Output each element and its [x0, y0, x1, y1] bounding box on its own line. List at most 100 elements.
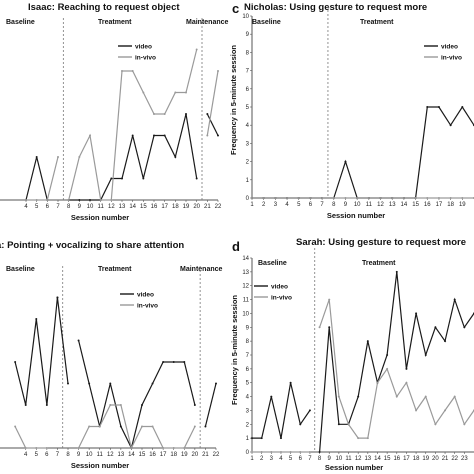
data-point-video [204, 425, 207, 428]
series-line-video [252, 382, 311, 439]
y-tick-label: 6 [246, 367, 250, 373]
data-point-in-vivo [217, 70, 219, 72]
data-point-video [174, 156, 177, 158]
data-point-video [215, 382, 217, 385]
data-point-in-vivo [99, 199, 102, 201]
y-tick-label: 9 [246, 325, 250, 331]
data-point-video [437, 106, 440, 108]
legend: video in-vivo [424, 44, 462, 62]
data-point-in-vivo [286, 197, 289, 199]
series-line-in-vivo [206, 70, 219, 136]
data-point-video [151, 382, 154, 385]
data-point-in-vivo [415, 409, 418, 412]
data-point-in-vivo [357, 437, 360, 440]
x-tick-label: 21 [204, 204, 211, 210]
data-point-video [308, 409, 311, 412]
x-tick-label: 16 [393, 456, 400, 462]
data-point-video [463, 326, 466, 329]
data-point-in-vivo [395, 395, 398, 398]
x-tick-label: 7 [56, 204, 60, 210]
x-tick-label: 20 [193, 204, 200, 210]
legend-label-video: video [441, 44, 458, 51]
legend-label-video: video [137, 292, 154, 299]
data-point-in-vivo [386, 367, 389, 370]
x-tick-label: 4 [24, 204, 28, 210]
y-tick-label: 12 [242, 284, 249, 290]
phase-label-baseline: Baseline [6, 19, 35, 26]
data-point-video [444, 340, 447, 343]
data-point-video [434, 326, 437, 329]
data-point-video [56, 296, 59, 299]
x-tick-label: 1 [250, 202, 254, 208]
x-tick-label: 5 [35, 452, 39, 458]
x-tick-label: 10 [86, 452, 93, 458]
data-point-video [415, 312, 418, 315]
x-tick-label: 22 [215, 204, 222, 210]
data-point-video [405, 367, 408, 370]
legend: video in-vivo [254, 284, 292, 302]
x-tick-label: 15 [412, 202, 419, 208]
data-point-in-vivo [174, 91, 177, 94]
data-point-in-vivo [379, 197, 382, 199]
data-point-in-vivo [89, 134, 91, 137]
data-point-in-vivo [437, 197, 440, 199]
data-point-in-vivo [142, 91, 145, 94]
data-point-in-vivo [344, 197, 347, 199]
x-tick-label: 19 [422, 456, 429, 462]
y-tick-label: 11 [243, 298, 250, 304]
data-point-in-vivo [193, 425, 196, 428]
data-point-video [185, 113, 187, 115]
y-tick-label: 0 [246, 196, 250, 202]
panel-title: Sarah: Using gesture to request more [296, 237, 466, 248]
data-point-in-vivo [309, 197, 312, 199]
data-point-in-vivo [274, 197, 277, 199]
data-point-video [424, 354, 427, 356]
data-point-in-vivo [14, 425, 17, 428]
data-point-in-vivo [332, 197, 335, 199]
data-point-video [142, 177, 145, 180]
data-point-video [206, 113, 209, 115]
data-point-in-vivo [356, 197, 359, 199]
x-tick-label: 6 [299, 456, 303, 462]
phase-label-treatment: Treatment [98, 266, 132, 273]
x-tick-label: 11 [366, 202, 373, 208]
data-point-in-vivo [299, 451, 302, 453]
data-point-in-vivo [163, 113, 166, 115]
panel-title: a: Pointing + vocalizing to share attent… [0, 240, 184, 251]
data-point-in-vivo [78, 156, 81, 158]
x-tick-label: 17 [403, 456, 410, 462]
x-tick-label: 16 [149, 452, 156, 458]
legend-label-in-vivo: in-vivo [135, 55, 156, 62]
data-point-in-vivo [131, 70, 134, 72]
data-point-in-vivo [25, 199, 27, 201]
data-point-in-vivo [57, 156, 59, 158]
series-line-video [25, 156, 48, 201]
data-point-video [386, 354, 389, 356]
phase-label-baseline: Baseline [258, 260, 287, 267]
legend-label-in-vivo: in-vivo [441, 55, 462, 62]
data-point-in-vivo [45, 447, 48, 449]
panel-letter: c [232, 1, 239, 16]
legend: video in-vivo [118, 44, 156, 62]
data-point-video [78, 199, 81, 201]
x-tick-label: 8 [318, 456, 322, 462]
y-tick-label: 0 [246, 450, 250, 456]
data-point-in-vivo [185, 91, 187, 94]
data-point-in-vivo [391, 197, 394, 199]
data-point-in-vivo [110, 199, 113, 201]
data-point-in-vivo [402, 197, 405, 199]
x-tick-label: 15 [384, 456, 391, 462]
y-tick-label: 2 [246, 422, 250, 428]
x-tick-label: 17 [161, 204, 168, 210]
data-point-video [45, 404, 48, 406]
y-tick-label: 3 [246, 141, 250, 147]
series-line-video [333, 105, 474, 199]
data-point-in-vivo [172, 447, 175, 449]
x-tick-label: 1 [250, 456, 254, 462]
x-tick-label: 8 [66, 452, 70, 458]
x-tick-label: 21 [442, 456, 449, 462]
x-tick-label: 17 [160, 452, 167, 458]
x-tick-label: 9 [77, 452, 81, 458]
x-tick-label: 19 [459, 202, 466, 208]
data-point-in-vivo [206, 134, 209, 137]
